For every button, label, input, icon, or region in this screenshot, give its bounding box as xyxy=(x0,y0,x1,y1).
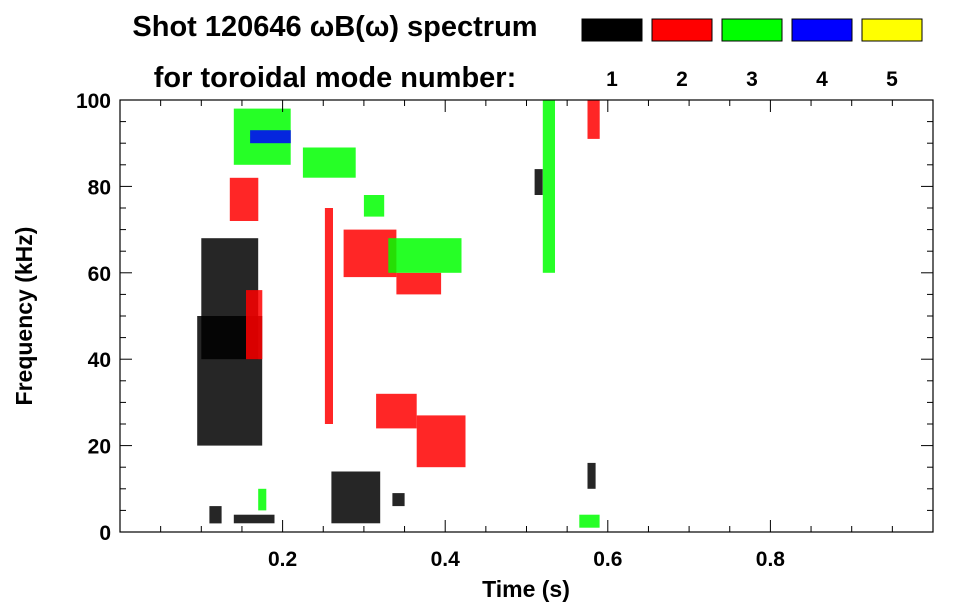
y-axis-ticks: 0 20 40 60 80 100 xyxy=(76,90,933,545)
x-tick-label: 0.2 xyxy=(268,548,297,571)
spectrum-region-mode-3-17 xyxy=(302,147,356,178)
spectrum-region-mode-3-22 xyxy=(579,514,600,528)
spectrum-region-mode-2-14 xyxy=(587,100,600,139)
x-axis-ticks: 0.2 0.4 0.6 0.8 xyxy=(160,100,893,571)
x-tick-label: 0.8 xyxy=(756,548,786,571)
spectrum-region-mode-1-7 xyxy=(534,169,543,195)
spectrum-region-mode-2-15 xyxy=(324,208,333,424)
spectrum-region-mode-2-12 xyxy=(376,393,417,429)
spectrum-region-mode-1-4 xyxy=(331,471,381,524)
legend-swatch-mode-4 xyxy=(791,18,853,42)
legend: 1 2 3 4 5 xyxy=(581,18,923,91)
y-tick-label: 20 xyxy=(88,436,111,459)
spectrum-region-mode-3-18 xyxy=(363,195,385,217)
spectrum-region-mode-2-13 xyxy=(416,415,466,468)
y-tick-label: 80 xyxy=(88,176,111,199)
legend-swatch-mode-1 xyxy=(581,18,643,42)
legend-label-mode-2: 2 xyxy=(676,68,688,91)
y-tick-label: 0 xyxy=(99,522,111,545)
y-axis-label: Frequency (kHz) xyxy=(11,227,37,406)
spectrum-regions xyxy=(197,100,600,528)
spectrum-region-mode-4-23 xyxy=(250,130,291,144)
x-tick-label: 0.6 xyxy=(593,548,622,571)
spectrum-region-mode-1-3 xyxy=(233,514,275,524)
spectrum-region-mode-2-10 xyxy=(343,229,397,278)
spectrum-region-mode-2-9 xyxy=(246,290,263,360)
legend-swatch-mode-2 xyxy=(651,18,713,42)
legend-label-mode-3: 3 xyxy=(746,68,758,91)
spectrum-region-mode-1-2 xyxy=(209,506,222,524)
y-tick-label: 60 xyxy=(88,263,111,286)
x-axis-label: Time (s) xyxy=(482,576,570,602)
legend-swatch-mode-5 xyxy=(861,18,923,42)
legend-label-mode-4: 4 xyxy=(816,68,828,91)
spectrum-region-mode-3-21 xyxy=(258,488,267,511)
legend-label-mode-5: 5 xyxy=(886,68,898,91)
x-tick-label: 0.4 xyxy=(431,548,461,571)
spectrum-region-mode-3-19 xyxy=(388,238,462,273)
legend-swatch-mode-3 xyxy=(721,18,783,42)
chart-subtitle: for toroidal mode number: xyxy=(154,62,517,94)
y-tick-label: 40 xyxy=(88,349,111,372)
y-tick-label: 100 xyxy=(76,90,111,113)
spectrum-region-mode-2-11 xyxy=(396,272,442,295)
chart-title: Shot 120646 ωB(ω) spectrum xyxy=(132,11,537,43)
spectrum-region-mode-1-5 xyxy=(392,493,405,507)
spectrum-region-mode-2-8 xyxy=(229,177,259,221)
plot-area: 0.2 0.4 0.6 0.8 0 20 40 60 80 100 xyxy=(76,90,934,571)
spectrum-region-mode-3-20 xyxy=(542,100,555,273)
legend-label-mode-1: 1 xyxy=(606,68,618,91)
spectrum-region-mode-1-6 xyxy=(587,462,596,489)
